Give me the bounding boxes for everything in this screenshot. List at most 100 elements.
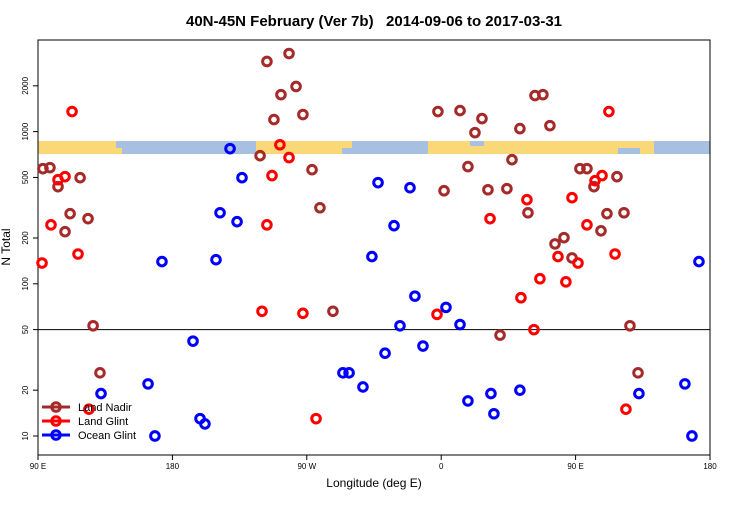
y-tick-label: 50 — [21, 325, 30, 334]
data-point — [66, 105, 78, 118]
data-point — [595, 224, 607, 237]
data-point — [624, 319, 636, 332]
data-point — [537, 88, 549, 101]
data-point — [156, 255, 168, 268]
y-tick-label: 2000 — [21, 76, 30, 94]
data-point — [83, 403, 95, 415]
data-point — [611, 170, 623, 183]
data-point — [534, 272, 546, 285]
x-tick-label: 180 — [166, 462, 180, 471]
data-point — [290, 80, 302, 93]
data-point — [618, 206, 630, 219]
data-point — [187, 335, 199, 347]
y-tick-label: 1000 — [21, 122, 30, 140]
data-point — [581, 162, 593, 175]
data-point — [231, 215, 243, 228]
x-tick-label: 90 E — [30, 462, 46, 471]
x-tick-label: 180 — [703, 462, 717, 471]
x-tick-label: 0 — [439, 462, 444, 471]
data-point — [59, 225, 71, 238]
data-point — [82, 212, 94, 225]
data-point — [306, 163, 318, 176]
data-point — [310, 412, 322, 425]
data-point — [603, 105, 615, 118]
data-point — [454, 104, 466, 117]
data-point — [224, 142, 236, 155]
data-point — [454, 318, 466, 331]
y-tick-label: 100 — [21, 277, 30, 291]
data-point — [620, 403, 632, 415]
chart-title: 40N-45N February (Ver 7b) 2014-09-06 to … — [186, 13, 562, 30]
data-point — [462, 395, 474, 407]
data-point — [494, 329, 506, 341]
y-tick-label: 20 — [21, 385, 30, 394]
data-point — [199, 418, 211, 430]
legend-marker — [50, 401, 62, 413]
data-point — [94, 367, 106, 379]
data-point — [261, 55, 273, 68]
data-point — [327, 305, 339, 318]
data-point — [544, 119, 556, 132]
data-point — [632, 367, 644, 379]
data-point — [528, 323, 540, 336]
data-point — [514, 122, 526, 135]
data-point — [440, 301, 452, 314]
data-point — [64, 207, 76, 220]
data-point — [633, 387, 645, 400]
data-point — [596, 169, 608, 182]
legend-label: Land Glint — [78, 416, 128, 428]
data-point — [357, 381, 369, 393]
data-point — [522, 206, 534, 219]
data-point — [44, 161, 56, 174]
data-point — [314, 201, 326, 214]
data-point — [521, 193, 533, 206]
data-point — [552, 250, 564, 263]
data-point — [52, 180, 64, 193]
data-point — [549, 238, 561, 250]
data-point — [438, 184, 450, 197]
y-tick-label: 200 — [21, 231, 30, 245]
data-point — [95, 387, 107, 400]
data-point — [409, 290, 421, 302]
data-point — [574, 162, 586, 175]
legend-label: Ocean Glint — [78, 430, 136, 442]
data-point — [297, 307, 309, 320]
data-point — [72, 248, 84, 260]
data-point — [506, 153, 518, 166]
y-axis-label: N Total — [0, 228, 13, 265]
data-point — [87, 319, 99, 332]
data-point — [469, 126, 481, 139]
map-strip — [38, 141, 710, 154]
legend-marker — [50, 415, 62, 427]
data-point — [149, 430, 161, 442]
data-point — [693, 255, 705, 268]
data-point — [283, 151, 295, 164]
data-point — [417, 340, 429, 352]
data-point — [36, 257, 48, 269]
data-point — [388, 219, 400, 232]
data-point — [275, 88, 287, 101]
data-point — [394, 319, 406, 332]
data-point — [379, 347, 391, 359]
data-point — [214, 206, 226, 219]
data-point — [343, 367, 355, 379]
data-point — [588, 180, 600, 193]
legend-marker — [50, 429, 62, 441]
data-point — [366, 250, 378, 263]
data-point — [572, 257, 584, 269]
data-point — [45, 219, 57, 231]
data-point — [566, 191, 578, 204]
data-point — [337, 367, 349, 379]
data-point — [462, 160, 474, 173]
data-point — [485, 387, 497, 400]
data-point — [236, 171, 248, 184]
data-point — [283, 47, 295, 60]
data-point — [59, 170, 71, 183]
data-point — [601, 207, 613, 220]
data-point — [558, 231, 570, 244]
data-point — [609, 248, 621, 260]
data-point — [515, 291, 527, 304]
data-point — [560, 276, 572, 288]
